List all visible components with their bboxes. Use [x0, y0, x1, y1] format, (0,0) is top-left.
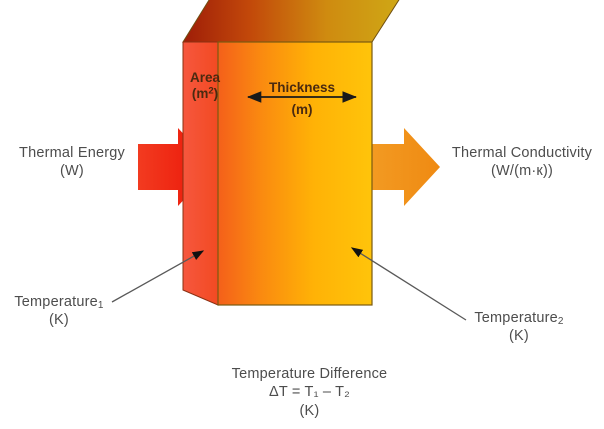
temperature-difference-unit: (K): [299, 402, 320, 419]
thickness-label-text: Thickness: [268, 80, 336, 95]
thermal-energy-title: Thermal Energy: [19, 145, 125, 161]
area-superscript: 2: [208, 86, 214, 98]
thermal-energy-label: Thermal Energy (W): [6, 145, 138, 180]
thickness-unit: (m): [246, 102, 358, 117]
temperature2-subscript: 2: [557, 316, 564, 328]
area-label: Area (m2): [181, 70, 229, 103]
temperature2-unit: (K): [509, 328, 529, 345]
area-label-line1: Area: [189, 70, 221, 85]
temperature-difference-title: Temperature Difference: [231, 366, 388, 382]
thermal-energy-unit: (W): [60, 162, 84, 179]
thickness-unit-text: (m): [291, 102, 313, 117]
leader-left: [111, 250, 205, 303]
temperature1-subscript: 1: [97, 300, 104, 312]
leader-right: [350, 247, 467, 321]
thermal-conductivity-label: Thermal Conductivity (W/(m·к)): [443, 145, 601, 180]
slab-top-face: [182, 0, 400, 43]
temperature1-label: Temperature1 (K): [4, 294, 114, 330]
temperature1-unit: (K): [49, 312, 69, 329]
thermal-conductivity-title: Thermal Conductivity: [451, 145, 593, 161]
temperature-difference-label: Temperature Difference ΔT = T₁ – T₂ (K): [202, 365, 417, 420]
temperature2-label: Temperature2 (K): [455, 310, 583, 346]
area-label-unit: (m2): [191, 86, 219, 102]
thermal-conductivity-unit: (W/(m·к)): [490, 162, 554, 179]
slab-front-face: [217, 41, 373, 306]
thickness-label: Thickness: [246, 80, 358, 96]
outflow-arrow: [372, 128, 440, 206]
temperature1-title: Temperature: [14, 294, 98, 310]
temperature-difference-formula: ΔT = T₁ – T₂: [268, 384, 351, 401]
temperature2-title: Temperature: [474, 310, 558, 326]
